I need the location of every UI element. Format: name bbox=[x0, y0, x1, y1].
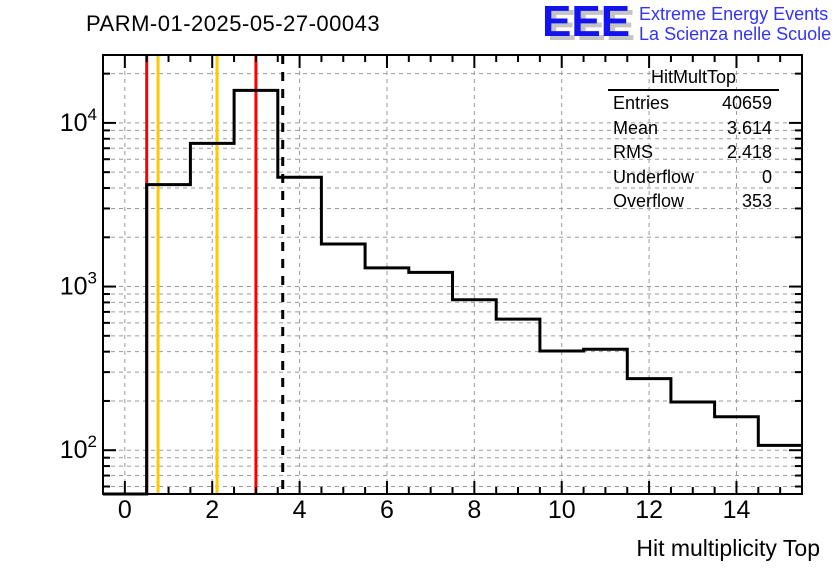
histogram bbox=[103, 88, 802, 496]
marker-lines bbox=[145, 55, 285, 494]
stats-box-title: HitMultTop bbox=[608, 67, 779, 91]
x-tick-label: 2 bbox=[205, 496, 219, 524]
axis-tick-labels: 0 2 4 6 8 10 12 14 102 103 104 bbox=[60, 105, 751, 524]
stats-value: 3.614 bbox=[726, 117, 772, 138]
x-tick-label: 12 bbox=[635, 496, 663, 524]
stats-row-mean: Mean 3.614 bbox=[608, 116, 779, 141]
stats-row-entries: Entries 40659 bbox=[608, 91, 779, 116]
x-tick-label: 4 bbox=[293, 496, 307, 524]
stats-label: RMS bbox=[613, 142, 653, 162]
histogram-series bbox=[103, 88, 802, 496]
stats-label: Entries bbox=[613, 93, 670, 113]
eee-logo: EEE Extreme Energy Events La Scienza nel… bbox=[542, 0, 831, 46]
stats-row-rms: RMS 2.418 bbox=[608, 140, 779, 165]
stats-label: Underflow bbox=[613, 166, 695, 187]
eee-logo-line2: La Scienza nelle Scuole bbox=[639, 24, 832, 44]
plot-title: PARM-01-2025-05-27-00043 bbox=[86, 11, 381, 36]
x-tick-label: 14 bbox=[723, 496, 751, 524]
grid-lines bbox=[103, 55, 802, 494]
x-tick-label: 0 bbox=[118, 496, 132, 524]
eee-logo-acronym: EEE bbox=[542, 0, 631, 46]
stats-label: Mean bbox=[613, 117, 659, 138]
y-tick-label: 104 bbox=[60, 105, 97, 137]
y-tick-label: 102 bbox=[60, 432, 97, 464]
stats-value: 2.418 bbox=[726, 142, 772, 162]
stats-row-overflow: Overflow 353 bbox=[608, 189, 779, 214]
stats-row-underflow: Underflow 0 bbox=[608, 165, 779, 190]
eee-logo-text: Extreme Energy Events La Scienza nelle S… bbox=[639, 4, 831, 44]
x-axis-title: Hit multiplicity Top bbox=[636, 535, 820, 561]
stats-box: HitMultTop Entries 40659 Mean 3.614 RMS … bbox=[608, 67, 779, 214]
y-tick-label: 103 bbox=[60, 269, 97, 301]
stats-value: 0 bbox=[761, 166, 772, 187]
x-tick-label: 6 bbox=[380, 496, 394, 524]
x-tick-label: 8 bbox=[467, 496, 481, 524]
stats-value: 40659 bbox=[721, 93, 772, 113]
x-tick-label: 10 bbox=[548, 496, 576, 524]
stats-label: Overflow bbox=[613, 191, 685, 211]
axis-ticks bbox=[103, 55, 802, 494]
stats-value: 353 bbox=[741, 191, 772, 211]
eee-logo-line1: Extreme Energy Events bbox=[639, 4, 829, 24]
